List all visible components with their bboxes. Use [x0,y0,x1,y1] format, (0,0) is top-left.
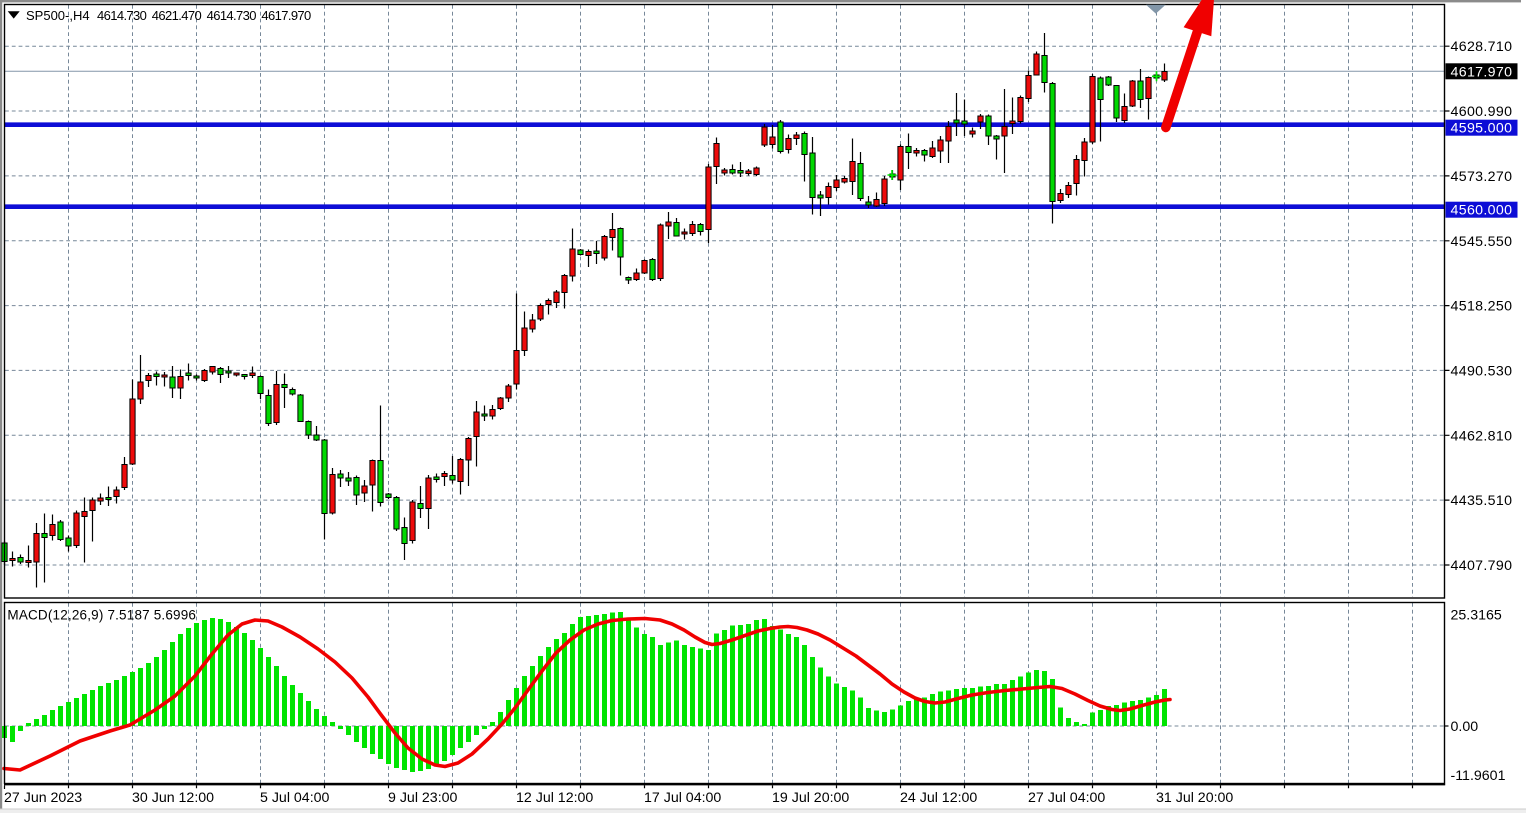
svg-text:4617.970: 4617.970 [261,8,311,23]
svg-text:MACD(12,26,9) 7.5187 5.6996: MACD(12,26,9) 7.5187 5.6996 [7,607,196,622]
svg-text:4560.000: 4560.000 [1451,203,1513,219]
svg-text:24 Jul 12:00: 24 Jul 12:00 [900,790,977,806]
svg-text:4490.530: 4490.530 [1451,363,1513,379]
svg-text:SP500-,H4: SP500-,H4 [26,8,90,23]
svg-text:17 Jul 04:00: 17 Jul 04:00 [644,790,721,806]
svg-text:4573.270: 4573.270 [1451,169,1513,185]
svg-text:4407.790: 4407.790 [1451,558,1513,574]
svg-text:27 Jul 04:00: 27 Jul 04:00 [1028,790,1105,806]
svg-text:4462.810: 4462.810 [1451,428,1513,444]
svg-text:12 Jul 12:00: 12 Jul 12:00 [516,790,593,806]
svg-text:-11.9601: -11.9601 [1451,768,1506,784]
svg-text:19 Jul 20:00: 19 Jul 20:00 [772,790,849,806]
svg-text:27 Jun 2023: 27 Jun 2023 [4,790,82,806]
svg-text:4614.730: 4614.730 [207,8,257,23]
svg-text:4595.000: 4595.000 [1451,121,1513,137]
svg-text:5 Jul 04:00: 5 Jul 04:00 [260,790,330,806]
svg-text:25.3165: 25.3165 [1451,608,1502,624]
svg-text:4600.990: 4600.990 [1451,104,1513,120]
svg-text:0.00: 0.00 [1451,719,1479,735]
svg-text:4435.510: 4435.510 [1451,493,1513,509]
svg-text:31 Jul 20:00: 31 Jul 20:00 [1156,790,1233,806]
svg-text:4614.730: 4614.730 [97,8,147,23]
svg-text:4518.250: 4518.250 [1451,299,1513,315]
svg-text:4545.550: 4545.550 [1451,234,1513,250]
svg-text:4621.470: 4621.470 [152,8,202,23]
svg-text:4628.710: 4628.710 [1451,39,1513,55]
svg-text:9 Jul 23:00: 9 Jul 23:00 [388,790,458,806]
svg-text:4617.970: 4617.970 [1451,64,1513,80]
svg-text:30 Jun 12:00: 30 Jun 12:00 [132,790,214,806]
